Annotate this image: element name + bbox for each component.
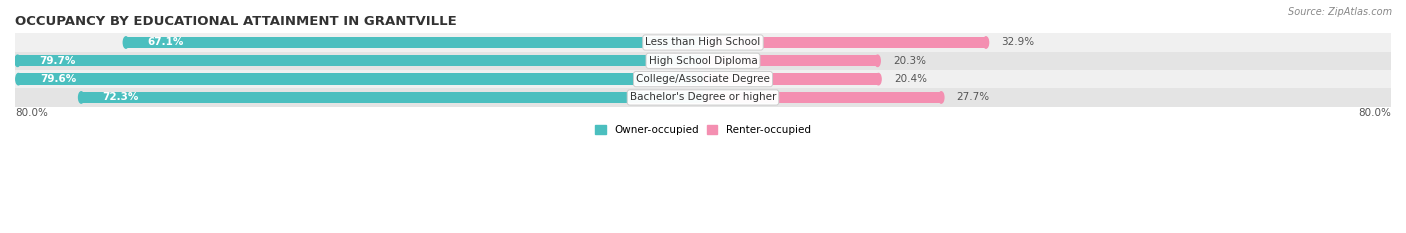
Bar	[18, 55, 703, 66]
Text: 32.9%: 32.9%	[1001, 38, 1035, 48]
Circle shape	[124, 37, 128, 48]
FancyBboxPatch shape	[15, 88, 1391, 107]
Text: 80.0%: 80.0%	[15, 108, 48, 118]
Circle shape	[79, 92, 84, 103]
Text: Source: ZipAtlas.com: Source: ZipAtlas.com	[1288, 7, 1392, 17]
Text: OCCUPANCY BY EDUCATIONAL ATTAINMENT IN GRANTVILLE: OCCUPANCY BY EDUCATIONAL ATTAINMENT IN G…	[15, 15, 457, 28]
Text: 20.3%: 20.3%	[893, 56, 927, 66]
FancyBboxPatch shape	[15, 33, 1391, 52]
Circle shape	[983, 37, 988, 48]
Text: 79.6%: 79.6%	[39, 74, 76, 84]
Text: High School Diploma: High School Diploma	[648, 56, 758, 66]
Legend: Owner-occupied, Renter-occupied: Owner-occupied, Renter-occupied	[591, 121, 815, 140]
Circle shape	[876, 73, 882, 85]
Text: 79.7%: 79.7%	[39, 56, 76, 66]
Circle shape	[15, 73, 21, 85]
Text: College/Associate Degree: College/Associate Degree	[636, 74, 770, 84]
Bar	[18, 73, 703, 85]
Bar	[82, 92, 703, 103]
Bar	[127, 37, 703, 48]
Bar	[703, 73, 879, 85]
Text: Less than High School: Less than High School	[645, 38, 761, 48]
FancyBboxPatch shape	[15, 70, 1391, 88]
Text: 80.0%: 80.0%	[1358, 108, 1391, 118]
Circle shape	[875, 55, 880, 66]
Text: 67.1%: 67.1%	[148, 38, 184, 48]
Text: Bachelor's Degree or higher: Bachelor's Degree or higher	[630, 93, 776, 103]
Text: 72.3%: 72.3%	[103, 93, 139, 103]
Text: 20.4%: 20.4%	[894, 74, 927, 84]
Circle shape	[939, 92, 943, 103]
Bar	[703, 37, 986, 48]
Bar	[703, 55, 877, 66]
Bar	[703, 92, 941, 103]
Text: 27.7%: 27.7%	[956, 93, 990, 103]
FancyBboxPatch shape	[15, 52, 1391, 70]
Circle shape	[15, 55, 20, 66]
